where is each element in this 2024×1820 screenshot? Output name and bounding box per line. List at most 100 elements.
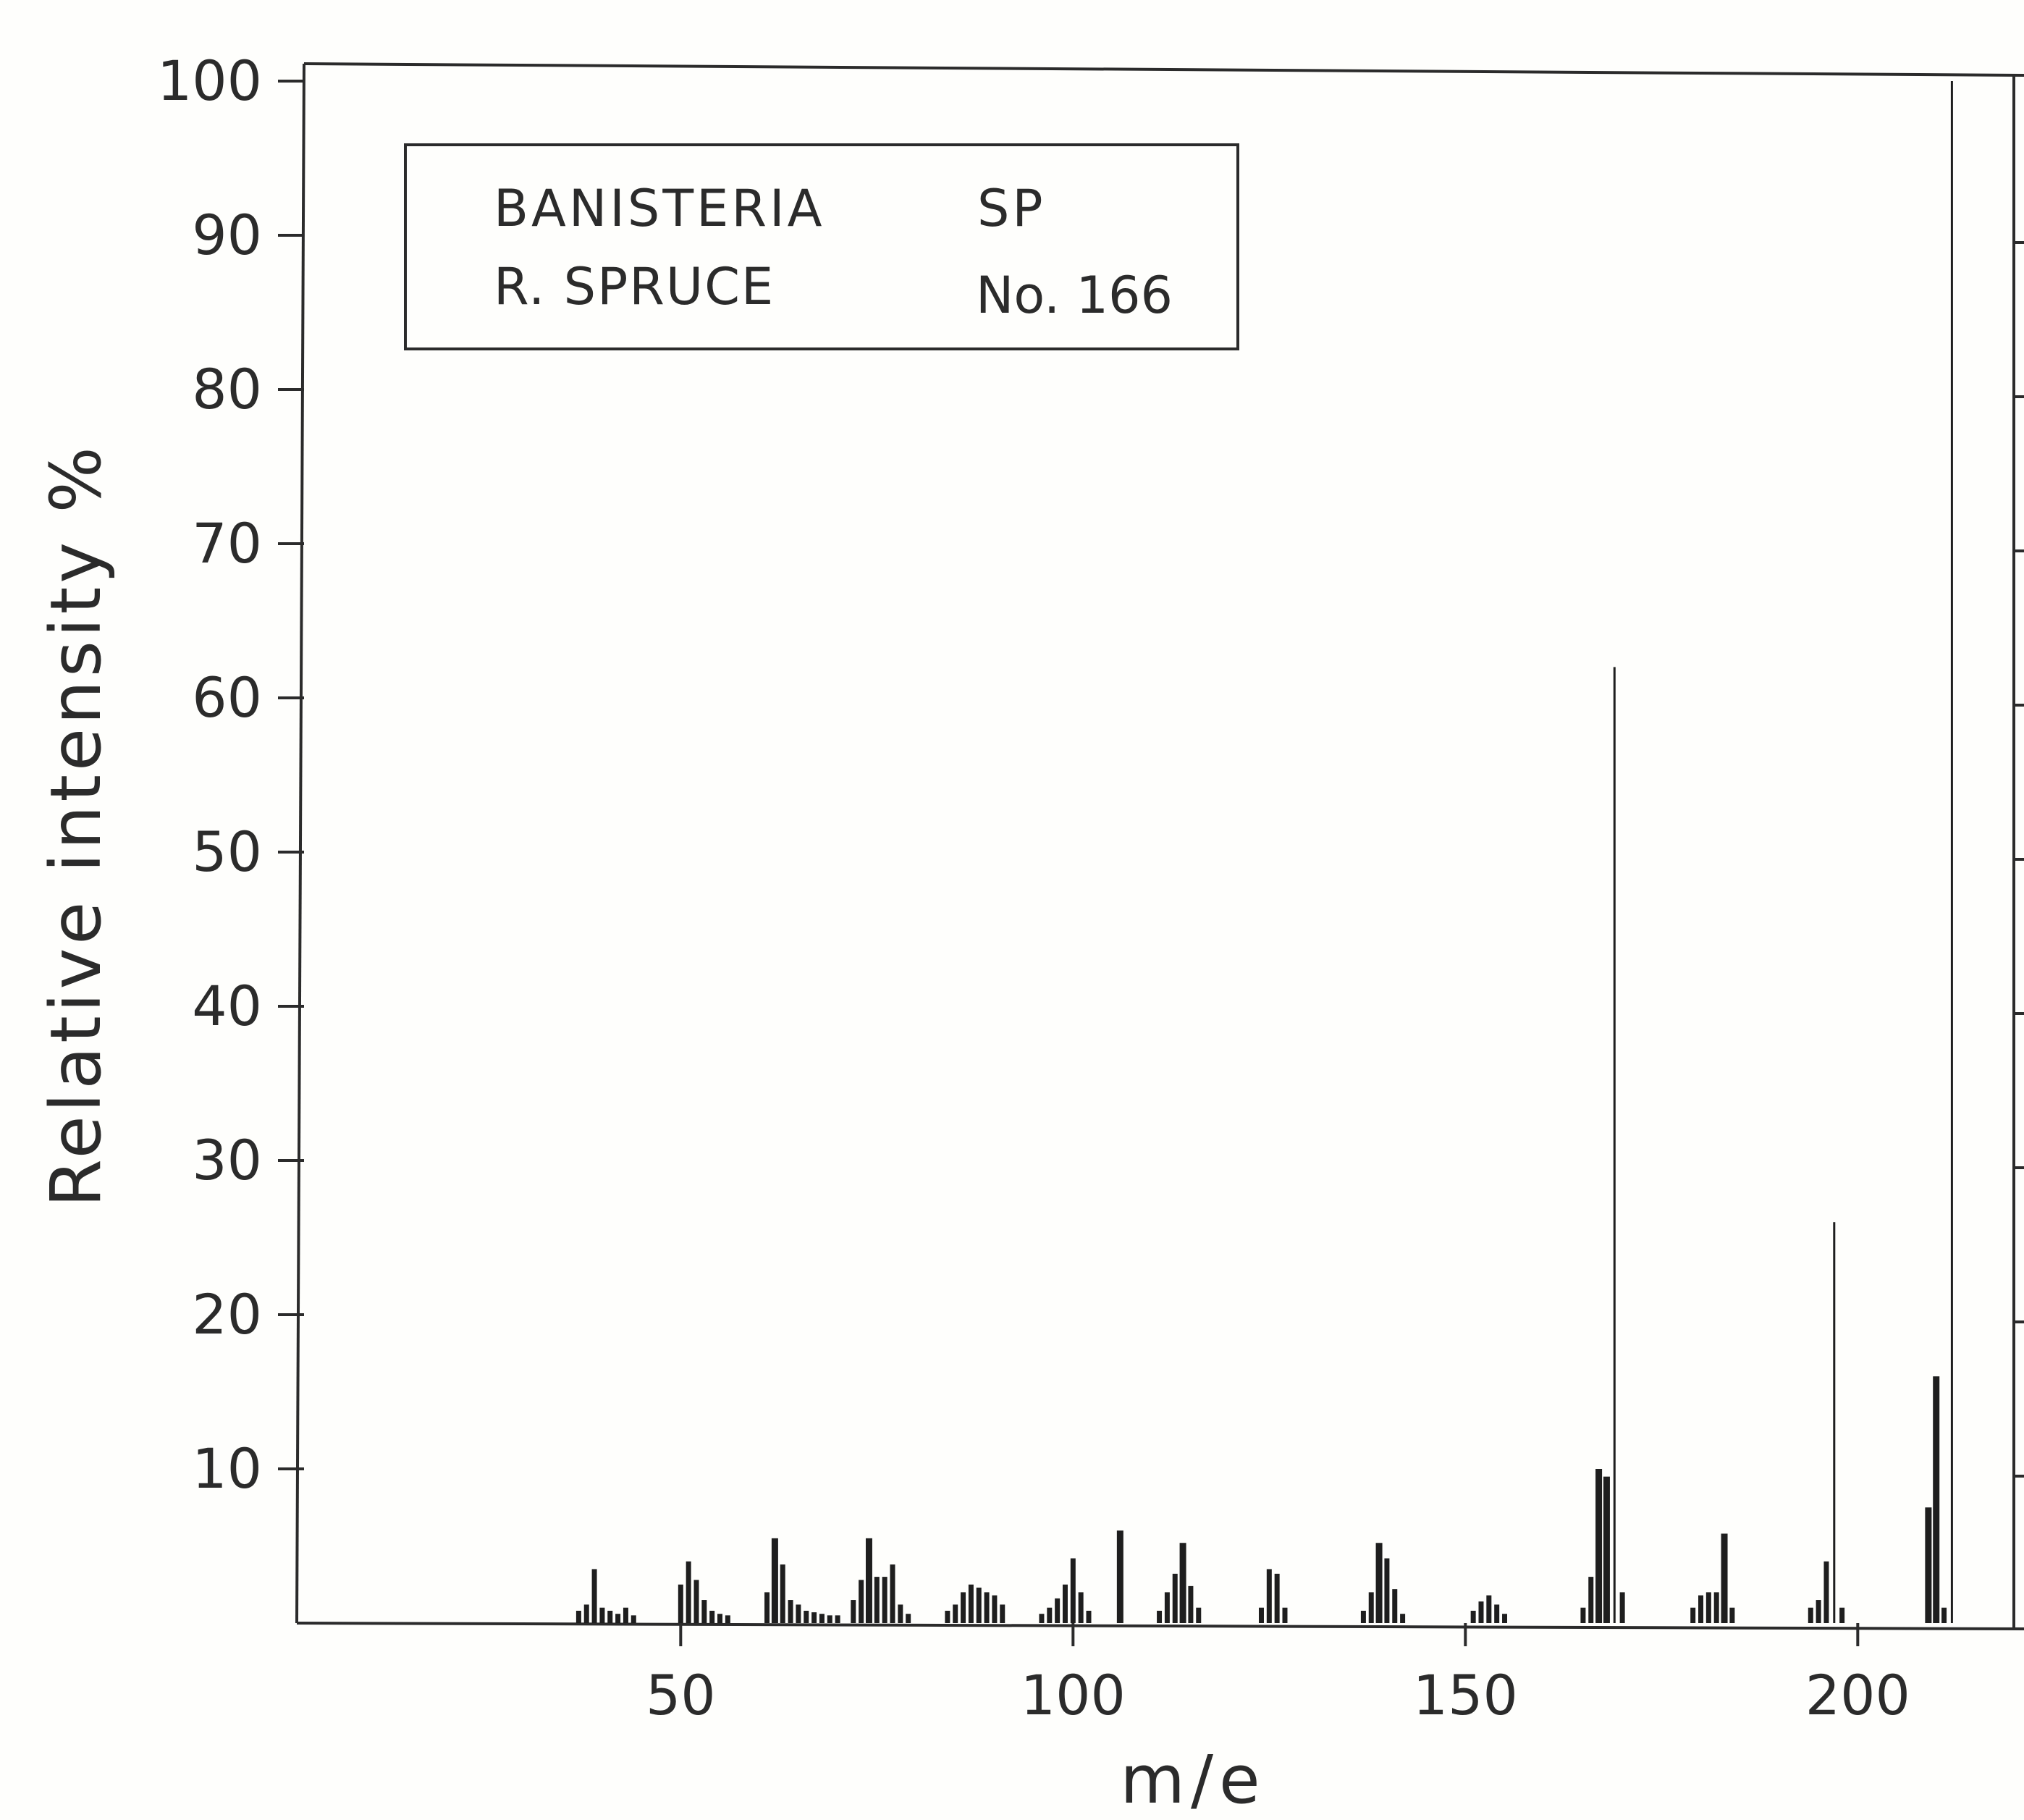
peak-mz-116 <box>1196 1607 1202 1623</box>
peak-mz-126 <box>1274 1573 1280 1623</box>
peak-mz-114 <box>1179 1543 1186 1623</box>
peak-mz-67 <box>811 1612 817 1623</box>
peak-mz-125 <box>1266 1569 1272 1623</box>
peak-mz-102 <box>1086 1610 1092 1623</box>
peak-mz-112 <box>1164 1592 1170 1623</box>
peak-mz-181 <box>1705 1592 1711 1623</box>
y-tick-label-70: 70 <box>192 511 262 576</box>
peak-mz-52 <box>693 1580 699 1623</box>
peak-mz-55 <box>717 1614 723 1623</box>
peak-mz-66 <box>804 1610 809 1623</box>
y-axis-title: Relative intensity % <box>35 443 117 1208</box>
peak-mz-76 <box>882 1577 887 1623</box>
peak-mz-68 <box>819 1614 825 1623</box>
right-axis-ticks <box>2014 241 2024 1478</box>
peak-mz-169 <box>1613 667 1616 1623</box>
peak-mz-99 <box>1062 1584 1068 1623</box>
peak-mz-153 <box>1486 1595 1492 1623</box>
peak-mz-139 <box>1375 1543 1383 1623</box>
peak-mz-142 <box>1400 1614 1406 1623</box>
peak-mz-209 <box>1925 1507 1932 1623</box>
peak-mz-166 <box>1588 1577 1594 1623</box>
y-tick-label-10: 10 <box>192 1436 262 1501</box>
peak-mz-89 <box>984 1592 990 1623</box>
peak-mz-53 <box>701 1600 707 1623</box>
x-axis-title: m/e <box>1120 1741 1265 1819</box>
peak-mz-97 <box>1047 1607 1053 1623</box>
peak-mz-124 <box>1258 1607 1264 1623</box>
peak-mz-196 <box>1823 1561 1829 1623</box>
peak-mz-51 <box>686 1561 691 1623</box>
x-axis-line <box>296 1622 2024 1630</box>
peak-mz-74 <box>865 1538 872 1623</box>
peak-mz-43 <box>623 1607 628 1623</box>
y-tick-label-80: 80 <box>192 357 262 421</box>
x-tick-label-200: 200 <box>1805 1663 1910 1727</box>
peak-mz-127 <box>1282 1607 1288 1623</box>
peak-mz-78 <box>898 1604 903 1623</box>
peak-mz-62 <box>771 1538 778 1623</box>
peak-mz-137 <box>1360 1610 1366 1623</box>
y-tick-label-40: 40 <box>192 974 262 1038</box>
y-axis-ticks <box>278 80 304 1470</box>
top-frame-line <box>303 62 2024 77</box>
peak-mz-54 <box>709 1610 715 1623</box>
spectrum-peaks <box>575 81 1953 1623</box>
peak-mz-44 <box>631 1615 636 1623</box>
peak-mz-115 <box>1188 1585 1194 1623</box>
peak-mz-195 <box>1816 1600 1821 1623</box>
peak-mz-87 <box>968 1584 974 1623</box>
peak-mz-37 <box>575 1610 581 1623</box>
peak-mz-140 <box>1384 1558 1390 1623</box>
peak-mz-198 <box>1839 1607 1845 1623</box>
collector-label: R. SPRUCE <box>494 257 775 316</box>
x-axis-ticks <box>679 1623 1860 1646</box>
peak-mz-179 <box>1690 1607 1696 1623</box>
peak-mz-155 <box>1502 1614 1508 1623</box>
sample-label-frame <box>404 143 1239 350</box>
peak-mz-69 <box>827 1615 832 1623</box>
y-tick-label-60: 60 <box>192 665 262 730</box>
peak-mz-42 <box>615 1614 621 1623</box>
peak-mz-182 <box>1713 1592 1719 1623</box>
peak-mz-72 <box>851 1600 856 1623</box>
peak-mz-70 <box>835 1615 840 1623</box>
y-tick-label-20: 20 <box>192 1282 262 1347</box>
specimen-number-label: No. 166 <box>976 266 1173 325</box>
peak-mz-63 <box>780 1564 785 1623</box>
peak-mz-106 <box>1116 1530 1123 1623</box>
peak-mz-165 <box>1580 1607 1586 1623</box>
plot-frame <box>295 62 2024 1630</box>
sample-species-label: SP <box>977 179 1046 238</box>
peak-mz-183 <box>1721 1533 1728 1623</box>
y-axis-line <box>295 63 305 1624</box>
peak-mz-184 <box>1729 1607 1735 1623</box>
y-tick-label-50: 50 <box>192 820 262 884</box>
peak-mz-91 <box>1000 1604 1005 1623</box>
y-tick-label-100: 100 <box>157 49 262 113</box>
peak-mz-210 <box>1933 1376 1940 1623</box>
peak-mz-64 <box>788 1600 793 1623</box>
y-axis-tick-labels: 10 20 30 40 50 60 70 80 90 100 <box>157 49 262 1501</box>
x-axis-tick-labels: 50 100 150 200 <box>646 1663 1910 1727</box>
peak-mz-40 <box>599 1607 605 1623</box>
peak-mz-77 <box>890 1564 895 1623</box>
peak-mz-85 <box>953 1604 958 1623</box>
peak-mz-79 <box>906 1614 911 1623</box>
y-tick-label-30: 30 <box>192 1128 262 1192</box>
peak-mz-41 <box>607 1610 613 1623</box>
x-tick-label-100: 100 <box>1021 1663 1126 1727</box>
peak-mz-61 <box>764 1592 770 1623</box>
peak-mz-100 <box>1070 1558 1076 1623</box>
peak-mz-141 <box>1392 1589 1398 1623</box>
peak-mz-96 <box>1039 1614 1045 1623</box>
peak-mz-152 <box>1478 1601 1484 1623</box>
peak-mz-138 <box>1368 1592 1374 1623</box>
peak-mz-197 <box>1833 1222 1836 1623</box>
peak-mz-154 <box>1494 1604 1500 1623</box>
peak-mz-50 <box>678 1584 683 1623</box>
sample-label-box: BANISTERIA SP R. SPRUCE No. 166 <box>404 143 1239 350</box>
peak-mz-168 <box>1603 1476 1610 1623</box>
peak-mz-180 <box>1698 1595 1704 1623</box>
